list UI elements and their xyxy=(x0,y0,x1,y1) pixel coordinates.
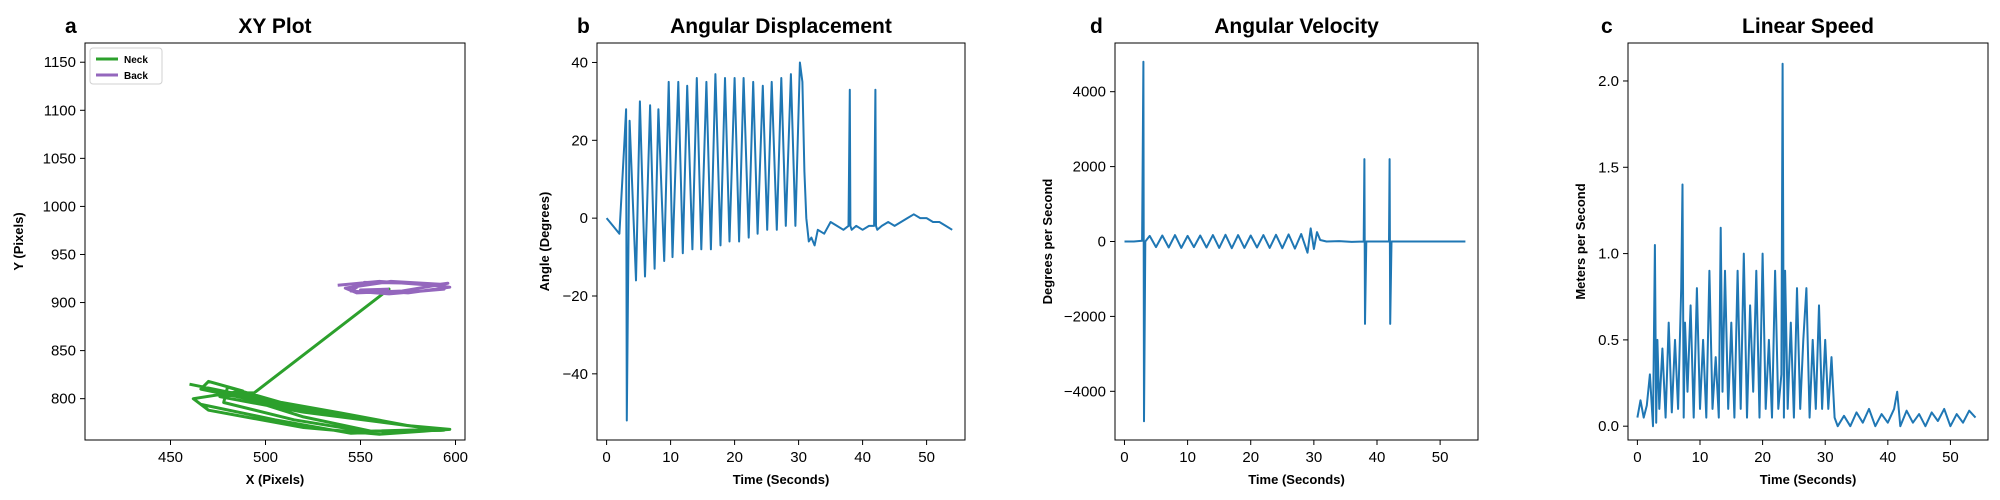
x-tick-label: 50 xyxy=(1942,449,1959,466)
x-axis-label: Time (Seconds) xyxy=(1248,472,1345,487)
x-tick-label: 40 xyxy=(854,449,871,466)
x-tick-label: 50 xyxy=(918,449,935,466)
x-tick-label: 20 xyxy=(726,449,743,466)
panel-b: 0 10 20 30 40 50 −40 −20 0 20 40 Angular Displaceme… xyxy=(537,15,966,487)
x-axis-label: Time (Seconds) xyxy=(733,472,830,487)
y-tick-label: 2000 xyxy=(1073,159,1106,176)
legend-label-back: Back xyxy=(124,71,148,82)
series-line-back xyxy=(337,279,452,296)
y-tick-label: −40 xyxy=(563,366,588,383)
y-axis-label: Meters per Second xyxy=(1573,183,1588,299)
x-tick-label: 40 xyxy=(1369,449,1386,466)
x-tick-label: 10 xyxy=(1179,449,1196,466)
series-line-neck xyxy=(189,287,452,436)
x-tick-label: 600 xyxy=(443,449,468,466)
y-axis-label: Angle (Degrees) xyxy=(537,192,552,292)
y-tick-label: 850 xyxy=(51,343,76,360)
y-tick-label: 950 xyxy=(51,246,76,263)
x-tick-label: 30 xyxy=(790,449,807,466)
y-tick-label: 1000 xyxy=(43,198,76,215)
x-tick-label: 500 xyxy=(253,449,278,466)
y-tick-label: 1.0 xyxy=(1598,246,1619,263)
chart-title: Angular Displacement xyxy=(670,15,892,38)
panel-letter: b xyxy=(577,15,590,38)
legend-label-neck: Neck xyxy=(124,55,148,66)
y-tick-label: 0 xyxy=(1098,234,1106,251)
y-tick-label: −4000 xyxy=(1064,383,1106,400)
panel-letter: d xyxy=(1090,15,1103,38)
panel-letter: a xyxy=(65,15,77,38)
chart-title: XY Plot xyxy=(238,15,311,38)
panel-d: 0 10 20 30 40 50 −4000 −2000 0 2000 4000 Angular Ve… xyxy=(1040,15,1479,487)
y-tick-label: 4000 xyxy=(1073,84,1106,101)
y-tick-label: 0 xyxy=(580,210,588,227)
x-tick-label: 30 xyxy=(1817,449,1834,466)
chart-title: Linear Speed xyxy=(1742,15,1874,38)
y-tick-label: 1150 xyxy=(44,54,76,71)
x-tick-label: 40 xyxy=(1879,449,1896,466)
series-line-signal xyxy=(1636,62,1977,428)
y-tick-label: 900 xyxy=(51,295,76,312)
y-tick-label: 20 xyxy=(571,132,588,149)
x-tick-label: 550 xyxy=(348,449,373,466)
y-tick-label: −2000 xyxy=(1064,308,1106,325)
y-tick-label: 1.5 xyxy=(1598,159,1619,176)
y-tick-label: 40 xyxy=(571,54,588,71)
x-tick-label: 50 xyxy=(1432,449,1449,466)
panel-letter: c xyxy=(1601,15,1613,38)
x-tick-label: 10 xyxy=(1692,449,1709,466)
plot-frame xyxy=(1627,42,1989,441)
x-tick-label: 20 xyxy=(1242,449,1259,466)
x-tick-label: 0 xyxy=(1633,449,1641,466)
x-tick-label: 450 xyxy=(158,449,183,466)
legend: Neck Back xyxy=(89,47,163,85)
y-tick-label: 0.0 xyxy=(1598,418,1619,435)
y-axis-label: Y (Pixels) xyxy=(11,212,26,270)
panel-c: 0 10 20 30 40 50 0.0 0.5 1.0 1.5 2.0 Linear Speed c T… xyxy=(1573,15,1989,487)
y-tick-label: 1050 xyxy=(43,150,76,167)
x-tick-label: 20 xyxy=(1754,449,1771,466)
y-axis-label: Degrees per Second xyxy=(1040,179,1055,305)
x-tick-label: 0 xyxy=(1120,449,1128,466)
plot-frame xyxy=(596,42,966,441)
x-tick-label: 0 xyxy=(602,449,610,466)
y-tick-label: 800 xyxy=(51,391,76,408)
chart-title: Angular Velocity xyxy=(1214,15,1379,38)
series-line-signal xyxy=(605,61,953,422)
panel-a: 450 500 550 600 800 850 900 950 1000 1050 1100 1150… xyxy=(11,15,468,487)
x-tick-label: 10 xyxy=(662,449,679,466)
y-tick-label: 0.5 xyxy=(1598,332,1619,349)
plot-frame xyxy=(84,42,466,441)
x-tick-label: 30 xyxy=(1306,449,1323,466)
y-tick-label: 1100 xyxy=(44,102,76,119)
series-line-signal xyxy=(1124,60,1466,423)
y-tick-label: −20 xyxy=(563,288,588,305)
y-tick-label: 2.0 xyxy=(1598,73,1619,90)
x-axis-label: X (Pixels) xyxy=(246,472,305,487)
x-axis-label: Time (Seconds) xyxy=(1760,472,1857,487)
